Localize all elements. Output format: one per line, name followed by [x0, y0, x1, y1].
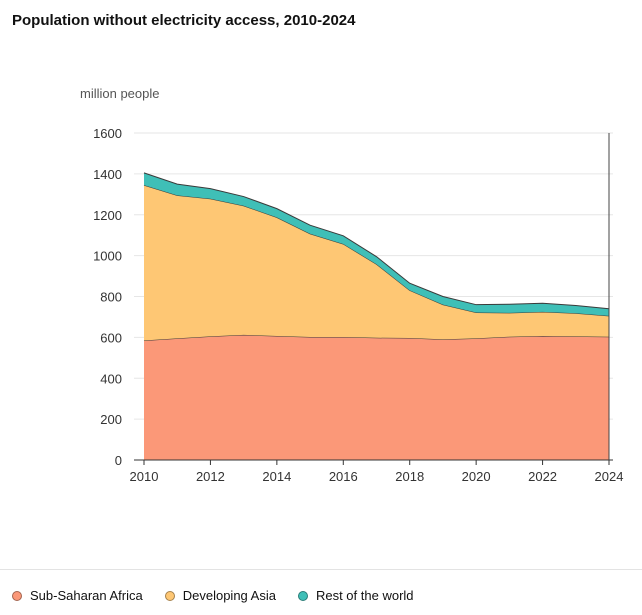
x-tick-label: 2010 [130, 469, 159, 484]
x-tick-label: 2014 [262, 469, 291, 484]
y-tick-label: 200 [100, 412, 122, 427]
x-tick-label: 2020 [462, 469, 491, 484]
legend: Sub-Saharan Africa Developing Asia Rest of… [12, 588, 414, 603]
y-tick-label: 800 [100, 290, 122, 305]
x-tick-label: 2024 [595, 469, 624, 484]
area-sub-saharan-africa [144, 334, 609, 460]
y-tick-label: 400 [100, 371, 122, 386]
legend-item: Sub-Saharan Africa [12, 588, 143, 603]
x-tick-label: 2022 [528, 469, 557, 484]
y-tick-label: 1200 [93, 208, 122, 223]
y-tick-label: 1400 [93, 167, 122, 182]
y-tick-label: 600 [100, 330, 122, 345]
axes [134, 133, 613, 465]
y-tick-label: 0 [115, 453, 122, 468]
x-tick-label: 2018 [395, 469, 424, 484]
chart-title: Population without electricity access, 2… [12, 12, 356, 29]
y-axis-unit-label: million people [80, 86, 160, 101]
legend-label: Rest of the world [315, 588, 414, 603]
area-developing-asia [144, 185, 609, 341]
area-rest-of-the-world [144, 172, 609, 316]
legend-label: Sub-Saharan Africa [30, 588, 143, 603]
legend-swatch-icon [12, 590, 22, 601]
legend-label: Developing Asia [182, 588, 276, 603]
x-tick-label: 2016 [329, 469, 358, 484]
area-edge-line [143, 172, 610, 310]
y-tick-label: 1000 [93, 249, 122, 264]
y-tick-label: 1600 [93, 126, 122, 141]
x-tick-label: 2012 [196, 469, 225, 484]
stacked-areas [143, 172, 610, 460]
legend-item: Rest of the world [297, 588, 414, 603]
legend-item: Developing Asia [164, 588, 276, 603]
legend-swatch-icon [164, 590, 175, 601]
legend-divider [0, 569, 642, 570]
legend-swatch-icon [297, 590, 308, 601]
x-tick-labels: 2010 2012 2014 2016 2018 2020 2022 2024 [130, 469, 624, 484]
y-tick-labels: 0 200 400 600 800 1000 1200 1400 1600 [93, 126, 122, 468]
